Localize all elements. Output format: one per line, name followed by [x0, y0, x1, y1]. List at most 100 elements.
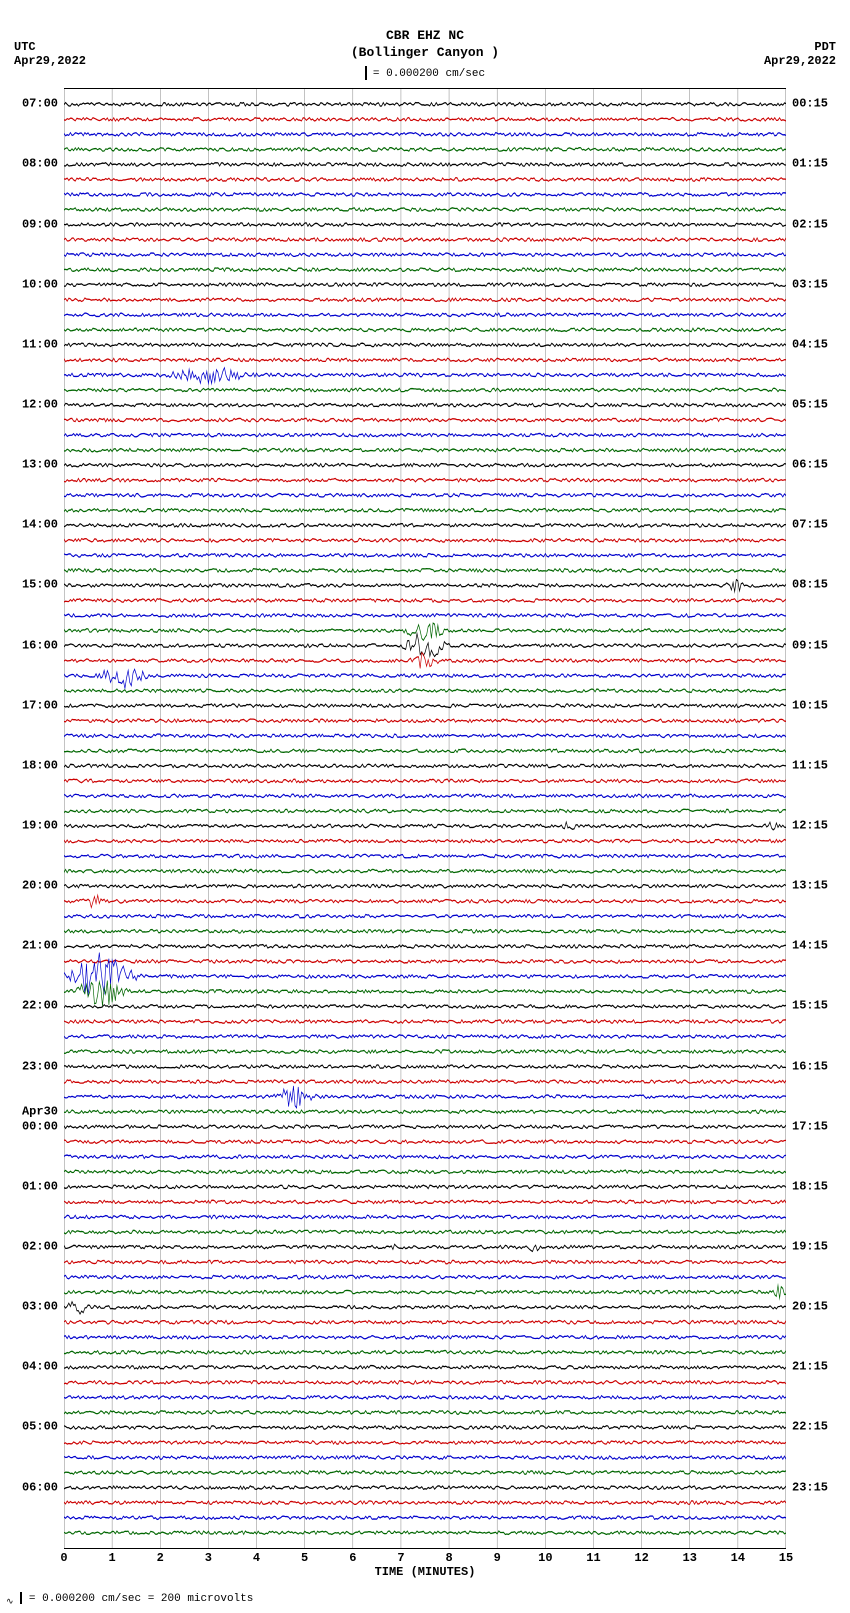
seismic-trace: [64, 268, 786, 271]
seismic-trace: [64, 1396, 786, 1400]
left-time-label: 22:00: [0, 1000, 58, 1013]
seismic-trace: [64, 368, 786, 384]
seismogram-plot: [64, 88, 786, 1549]
right-time-label: 03:15: [792, 278, 850, 291]
seismic-trace: [64, 148, 786, 152]
left-time-axis: 07:0008:0009:0010:0011:0012:0013:0014:00…: [0, 88, 62, 1549]
x-tick-label: 6: [349, 1551, 356, 1565]
seismic-trace: [64, 403, 786, 407]
x-tick-label: 2: [157, 1551, 164, 1565]
seismic-trace: [64, 653, 786, 669]
seismic-trace: [64, 1170, 786, 1173]
left-time-label: 19:00: [0, 819, 58, 832]
left-time-label: 13:00: [0, 459, 58, 472]
seismic-trace: [64, 1302, 786, 1314]
seismic-trace: [64, 914, 786, 917]
x-tick-label: 10: [538, 1551, 552, 1565]
seismic-trace: [64, 895, 786, 907]
seismic-trace: [64, 614, 786, 617]
seismic-trace: [64, 1285, 786, 1298]
seismic-trace: [64, 1080, 786, 1083]
seismic-trace: [64, 1200, 786, 1203]
x-tick-label: 7: [397, 1551, 404, 1565]
right-time-label: 04:15: [792, 338, 850, 351]
left-time-label: 18:00: [0, 759, 58, 772]
seismic-trace: [64, 1155, 786, 1158]
seismic-trace: [64, 1441, 786, 1444]
seismic-trace: [64, 1351, 786, 1354]
x-tick-label: 11: [586, 1551, 600, 1565]
right-time-label: 08:15: [792, 579, 850, 592]
left-time-label: 15:00: [0, 579, 58, 592]
seismic-trace: [64, 478, 786, 481]
seismic-trace: [64, 1086, 786, 1108]
seismic-trace: [64, 580, 786, 592]
left-time-label: 16:00: [0, 639, 58, 652]
seismic-trace: [64, 719, 786, 722]
right-time-label: 14:15: [792, 940, 850, 953]
right-time-label: 09:15: [792, 639, 850, 652]
seismic-trace: [64, 283, 786, 286]
seismic-trace: [64, 118, 786, 121]
seismic-trace: [64, 764, 786, 767]
x-axis: TIME (MINUTES) 0123456789101112131415: [64, 1551, 786, 1579]
seismic-trace: [64, 163, 786, 166]
seismic-trace: [64, 418, 786, 421]
seismic-trace: [64, 689, 786, 692]
right-time-label: 05:15: [792, 398, 850, 411]
left-time-label: 14:00: [0, 519, 58, 532]
right-time-label: 21:15: [792, 1361, 850, 1374]
seismic-trace: [64, 809, 786, 812]
seismic-trace: [64, 1366, 786, 1369]
right-time-label: 16:15: [792, 1060, 850, 1073]
seismic-trace: [64, 1501, 786, 1504]
left-time-label: 10:00: [0, 278, 58, 291]
left-time-label: 00:00: [0, 1120, 58, 1133]
seismic-trace: [64, 794, 786, 797]
seismic-trace: [64, 178, 786, 181]
seismic-trace: [64, 930, 786, 933]
x-tick-label: 14: [731, 1551, 745, 1565]
seismic-trace: [64, 328, 786, 331]
right-time-label: 13:15: [792, 880, 850, 893]
left-time-label: 03:00: [0, 1301, 58, 1314]
left-time-label: Apr30: [0, 1105, 58, 1118]
left-time-label: 17:00: [0, 699, 58, 712]
x-tick-label: 3: [205, 1551, 212, 1565]
seismic-trace: [64, 734, 786, 737]
right-time-label: 18:15: [792, 1180, 850, 1193]
seismic-trace: [64, 1381, 786, 1384]
station-location: (Bollinger Canyon ): [0, 45, 850, 62]
left-time-label: 02:00: [0, 1240, 58, 1253]
right-time-label: 00:15: [792, 98, 850, 111]
seismic-trace: [64, 1336, 786, 1339]
seismic-trace: [64, 749, 786, 752]
seismic-trace: [64, 623, 786, 640]
seismic-trace: [64, 839, 786, 842]
seismic-trace: [64, 524, 786, 528]
left-time-label: 11:00: [0, 338, 58, 351]
seismic-trace: [64, 1275, 786, 1279]
seismic-trace: [64, 223, 786, 226]
right-time-label: 20:15: [792, 1301, 850, 1314]
seismic-trace: [64, 1411, 786, 1414]
right-time-label: 12:15: [792, 819, 850, 832]
seismic-trace: [64, 554, 786, 557]
seismic-trace: [64, 298, 786, 301]
right-time-label: 23:15: [792, 1481, 850, 1494]
seismic-trace: [64, 448, 786, 451]
seismic-trace: [64, 1320, 786, 1323]
seismic-trace: [64, 1456, 786, 1460]
seismic-trace: [64, 569, 786, 572]
seismic-trace: [64, 1531, 786, 1535]
right-time-label: 17:15: [792, 1120, 850, 1133]
seismic-trace: [64, 1110, 786, 1113]
x-axis-title: TIME (MINUTES): [64, 1565, 786, 1579]
left-time-label: 12:00: [0, 398, 58, 411]
x-tick-label: 12: [634, 1551, 648, 1565]
seismic-trace: [64, 493, 786, 497]
seismic-trace: [64, 433, 786, 437]
seismic-trace: [64, 1035, 786, 1038]
seismic-trace: [64, 193, 786, 196]
seismic-trace: [64, 313, 786, 316]
